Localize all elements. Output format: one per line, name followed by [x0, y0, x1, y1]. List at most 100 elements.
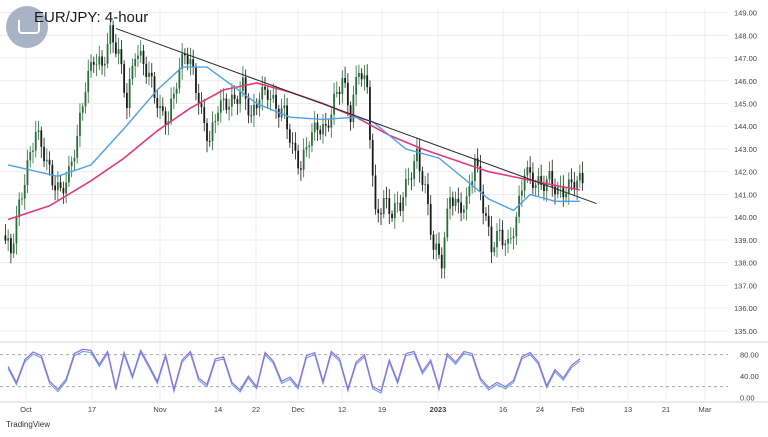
- x-tick-label: 17: [88, 405, 96, 414]
- candle-body: [76, 135, 79, 158]
- candle-body: [40, 130, 43, 147]
- candle-body: [440, 254, 443, 269]
- candle-body: [184, 53, 186, 56]
- candle-body: [159, 106, 161, 109]
- candle-body: [526, 167, 529, 176]
- candle-body: [427, 184, 429, 205]
- candle-body: [300, 168, 302, 170]
- price-tick-label: 137.00: [734, 281, 757, 290]
- candle-body: [126, 92, 128, 108]
- candle-body: [454, 198, 457, 206]
- candle-body: [18, 199, 21, 218]
- candle-body: [388, 198, 391, 214]
- x-tick-label: 24: [536, 405, 544, 414]
- candle-body: [266, 89, 269, 100]
- candle-body: [161, 106, 164, 112]
- candle-body: [189, 59, 192, 65]
- candle-body: [134, 58, 137, 66]
- candle-body: [344, 78, 346, 83]
- candle-body: [399, 202, 402, 211]
- price-tick-label: 144.00: [734, 122, 757, 131]
- candle-body: [79, 112, 81, 136]
- candle-body: [148, 72, 150, 77]
- candle-body: [286, 105, 288, 130]
- candle-body: [197, 93, 200, 104]
- candle-body: [153, 76, 156, 98]
- candle-body: [529, 167, 532, 173]
- candle-body: [371, 140, 374, 176]
- candle-body: [288, 129, 291, 143]
- candle-body: [457, 198, 460, 203]
- candle-body: [106, 43, 109, 64]
- candle-body: [109, 25, 112, 44]
- tradingview-watermark: TradingView: [6, 420, 51, 429]
- candle-body: [114, 42, 117, 54]
- price-tick-label: 149.00: [734, 9, 757, 18]
- candle-body: [460, 202, 462, 213]
- candle-body: [479, 166, 482, 192]
- candle-body: [73, 157, 76, 162]
- candle-body: [471, 181, 474, 187]
- candle-body: [327, 125, 330, 128]
- candle-body: [498, 229, 501, 231]
- rsi-tick-label: 40.00: [740, 372, 759, 381]
- candle-body: [261, 86, 264, 100]
- candle-body: [465, 196, 468, 210]
- x-tick-label: 12: [338, 405, 346, 414]
- candle-body: [476, 158, 479, 167]
- candle-body: [501, 229, 504, 246]
- candle-body: [518, 195, 520, 217]
- candle-body: [175, 88, 178, 94]
- candle-body: [352, 94, 355, 123]
- candle-body: [239, 90, 242, 104]
- candle-body: [374, 175, 377, 210]
- candle-body: [59, 182, 62, 188]
- candle-body: [308, 145, 311, 148]
- candle-body: [87, 70, 90, 92]
- candle-body: [29, 151, 32, 161]
- logo-icon: [18, 20, 40, 34]
- candle-body: [250, 115, 253, 117]
- candle-body: [200, 103, 203, 108]
- candle-body: [236, 99, 239, 104]
- price-tick-label: 143.00: [734, 145, 757, 154]
- candle-body: [139, 50, 142, 56]
- candle-body: [567, 179, 570, 194]
- candle-body: [330, 114, 333, 128]
- candle-body: [275, 94, 277, 109]
- candle-body: [81, 106, 84, 113]
- candle-body: [12, 243, 15, 254]
- price-tick-label: 147.00: [734, 54, 757, 63]
- candle-body: [360, 72, 363, 80]
- candle-body: [21, 198, 23, 200]
- x-tick-label: Oct: [20, 405, 33, 414]
- candle-body: [217, 112, 219, 121]
- candle-body: [84, 91, 87, 107]
- candle-body: [10, 238, 12, 254]
- candle-body: [15, 217, 18, 244]
- candle-body: [297, 150, 300, 169]
- candle-body: [316, 122, 319, 130]
- candle-body: [358, 72, 360, 77]
- candle-body: [393, 203, 396, 219]
- candle-body: [70, 161, 73, 167]
- moving-average-fast: [7, 66, 580, 212]
- candle-body: [551, 170, 554, 187]
- rsi-line: [7, 348, 581, 392]
- candle-body: [565, 193, 567, 198]
- candle-body: [65, 182, 68, 194]
- candle-body: [429, 204, 432, 235]
- candle-body: [413, 161, 416, 179]
- candle-body: [45, 159, 48, 162]
- price-tick-label: 148.00: [734, 31, 757, 40]
- candle-body: [195, 66, 197, 94]
- x-tick-label: Feb: [572, 405, 585, 414]
- candle-body: [230, 94, 233, 107]
- candle-body: [7, 238, 10, 241]
- candle-body: [377, 209, 380, 214]
- candle-body: [128, 78, 131, 108]
- candle-body: [402, 197, 404, 211]
- candle-body: [302, 149, 305, 170]
- candle-body: [404, 178, 407, 198]
- candle-body: [311, 132, 313, 146]
